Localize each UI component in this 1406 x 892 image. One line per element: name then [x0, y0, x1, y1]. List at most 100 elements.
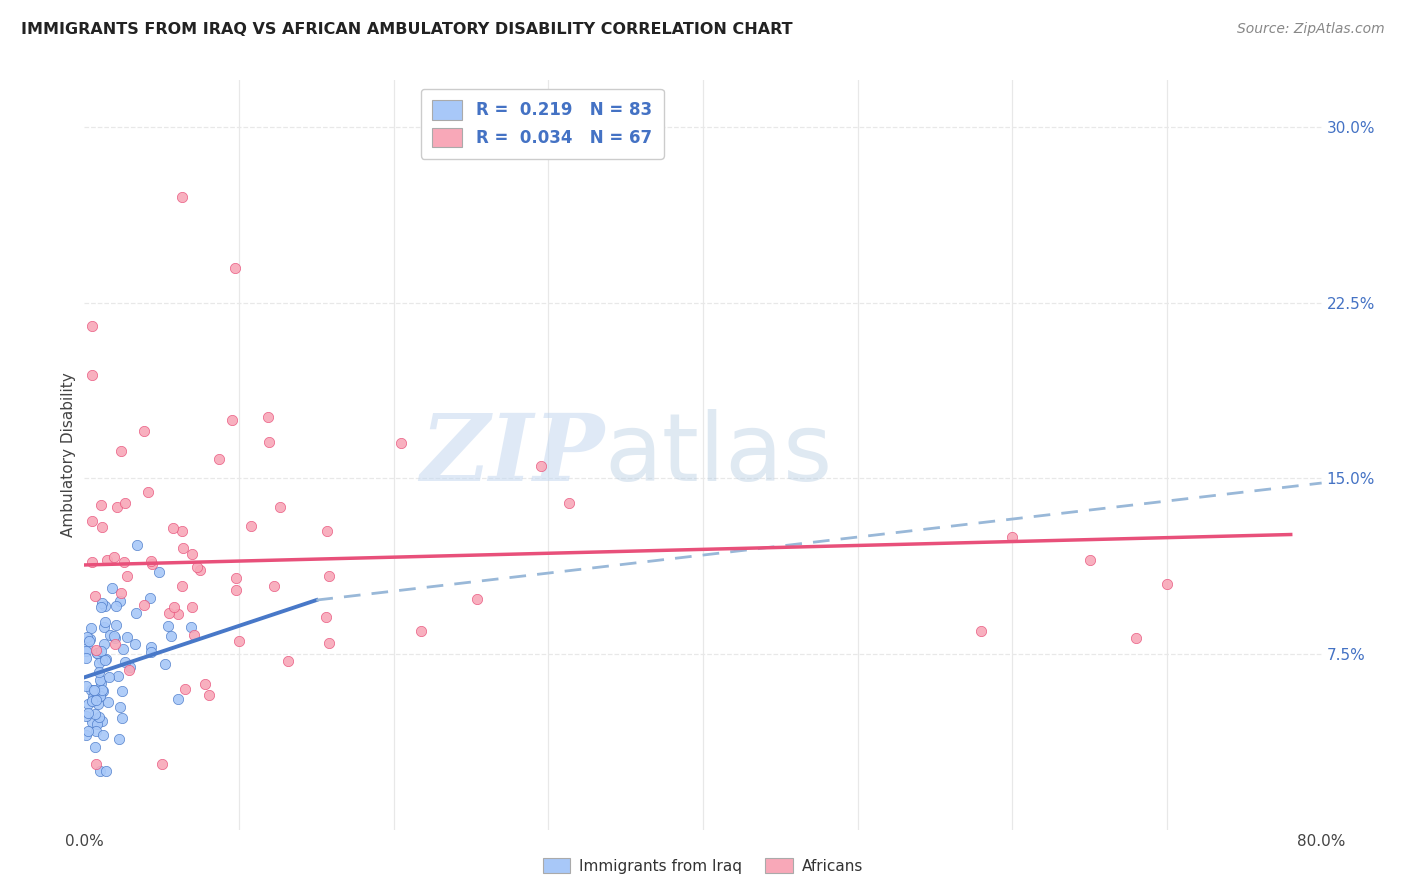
Point: [111, 711, 134, 725]
Point: [90, 683, 112, 698]
Point: [194, 677, 217, 691]
Point: [173, 682, 195, 697]
Point: [77, 723, 100, 738]
Point: [75, 644, 97, 658]
Point: [257, 409, 280, 424]
Point: [111, 683, 134, 698]
Text: ZIP: ZIP: [420, 410, 605, 500]
Point: [224, 260, 246, 275]
Point: [83, 689, 105, 703]
Point: [75, 709, 97, 723]
Point: [114, 496, 136, 510]
Point: [90, 686, 112, 700]
Point: [156, 618, 179, 632]
Point: [115, 630, 138, 644]
Point: [141, 558, 163, 572]
Point: [80, 714, 103, 729]
Point: [84, 739, 107, 754]
Point: [96, 553, 118, 567]
Point: [86, 723, 108, 738]
Text: atlas: atlas: [605, 409, 832, 501]
Point: [409, 624, 432, 638]
Point: [77, 706, 100, 720]
Point: [105, 599, 128, 614]
Point: [80, 682, 103, 697]
Point: [162, 521, 184, 535]
Point: [315, 610, 337, 624]
Point: [103, 549, 125, 564]
Point: [91, 683, 114, 698]
Point: [79, 632, 101, 646]
Point: [80, 694, 103, 708]
Point: [107, 669, 129, 683]
Point: [94, 615, 117, 629]
Point: [76, 631, 98, 645]
Point: [94, 653, 117, 667]
Legend: R =  0.219   N = 83, R =  0.034   N = 67: R = 0.219 N = 83, R = 0.034 N = 67: [420, 88, 664, 159]
Point: [83, 683, 105, 698]
Point: [124, 606, 146, 620]
Point: [1125, 631, 1147, 645]
Point: [80, 621, 103, 635]
Point: [89, 764, 111, 778]
Point: [114, 655, 136, 669]
Point: [84, 643, 107, 657]
Point: [82, 319, 104, 334]
Point: [93, 620, 115, 634]
Point: [208, 451, 231, 466]
Point: [970, 624, 993, 638]
Point: [89, 665, 111, 680]
Point: [101, 581, 124, 595]
Point: [318, 636, 340, 650]
Legend: Immigrants from Iraq, Africans: Immigrants from Iraq, Africans: [537, 852, 869, 880]
Point: [163, 600, 186, 615]
Point: [90, 520, 112, 534]
Point: [277, 654, 299, 668]
Point: [89, 656, 111, 670]
Point: [110, 586, 132, 600]
Point: [186, 560, 208, 574]
Point: [91, 596, 114, 610]
Point: [76, 641, 98, 656]
Point: [82, 514, 104, 528]
Text: Source: ZipAtlas.com: Source: ZipAtlas.com: [1237, 22, 1385, 37]
Point: [465, 592, 488, 607]
Point: [90, 714, 112, 729]
Point: [75, 650, 97, 665]
Point: [108, 699, 131, 714]
Point: [110, 444, 132, 458]
Point: [90, 498, 112, 512]
Point: [89, 673, 111, 687]
Point: [89, 710, 111, 724]
Point: [389, 436, 412, 450]
Point: [84, 693, 107, 707]
Point: [90, 644, 112, 658]
Point: [83, 690, 105, 705]
Point: [118, 663, 141, 677]
Point: [167, 607, 190, 622]
Point: [157, 606, 180, 620]
Text: IMMIGRANTS FROM IRAQ VS AFRICAN AMBULATORY DISABILITY CORRELATION CHART: IMMIGRANTS FROM IRAQ VS AFRICAN AMBULATO…: [21, 22, 793, 37]
Point: [148, 565, 170, 579]
Point: [180, 620, 202, 634]
Point: [82, 683, 104, 698]
Point: [86, 717, 108, 731]
Point: [558, 496, 581, 510]
Point: [75, 728, 97, 742]
Point: [79, 634, 101, 648]
Point: [103, 628, 125, 642]
Point: [183, 628, 205, 642]
Point: [77, 698, 100, 712]
Point: [93, 637, 115, 651]
Point: [225, 571, 247, 585]
Point: [228, 634, 250, 648]
Point: [160, 629, 183, 643]
Point: [530, 459, 553, 474]
Point: [90, 676, 112, 690]
Point: [240, 519, 263, 533]
Point: [108, 594, 131, 608]
Point: [1156, 576, 1178, 591]
Point: [82, 690, 104, 704]
Point: [94, 652, 117, 666]
Point: [91, 653, 114, 667]
